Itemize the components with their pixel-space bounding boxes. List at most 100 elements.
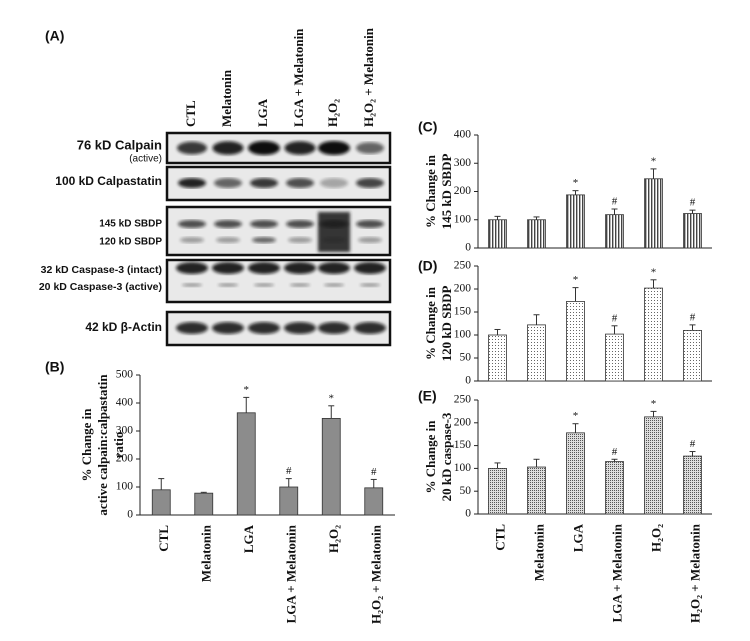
blot-band xyxy=(218,283,238,287)
blot-smear xyxy=(318,212,350,252)
panel-label: (C) xyxy=(418,119,437,135)
y-tick-label: 500 xyxy=(116,369,134,381)
blot-band xyxy=(320,178,348,188)
x-tick-label: LGA xyxy=(241,524,256,553)
significance-marker: # xyxy=(612,312,618,324)
bar xyxy=(605,461,624,515)
bar xyxy=(527,324,546,382)
x-tick-label: CTL xyxy=(492,524,507,551)
bar xyxy=(151,489,171,516)
y-tick-label: 150 xyxy=(454,439,472,451)
blot-band xyxy=(358,237,382,243)
blot-row-label: 145 kD SBDP xyxy=(99,219,162,230)
blot-band xyxy=(356,220,384,228)
blot-frame xyxy=(165,205,392,257)
significance-marker: # xyxy=(690,438,696,450)
bar xyxy=(527,219,546,249)
bar xyxy=(488,467,507,515)
blot-band xyxy=(284,262,316,274)
bar xyxy=(279,486,299,516)
blot-band xyxy=(318,322,350,334)
blot-frame xyxy=(165,258,392,304)
bar xyxy=(683,213,702,249)
blot-band xyxy=(212,141,244,155)
x-tick-label: LGA + Melatonin xyxy=(609,523,624,622)
panel-label: (A) xyxy=(45,28,64,44)
significance-marker: * xyxy=(651,266,657,278)
significance-marker: * xyxy=(573,274,579,286)
blot-band xyxy=(212,262,244,274)
bar xyxy=(683,329,702,382)
blot-band xyxy=(284,322,316,334)
y-tick-label: 150 xyxy=(454,306,472,318)
blot-band xyxy=(360,283,380,287)
y-tick-label: 0 xyxy=(465,508,471,520)
y-tick-label: 100 xyxy=(454,329,472,341)
significance-marker: * xyxy=(651,155,657,167)
y-tick-label: 0 xyxy=(127,509,133,521)
blot-frame xyxy=(165,310,392,347)
blot-row-label: 42 kD β-Actin xyxy=(85,320,162,334)
blot-band xyxy=(176,322,208,334)
y-tick-label: 0 xyxy=(465,375,471,387)
lane-label: LGA xyxy=(255,98,270,127)
lane-label: H₂O₂ xyxy=(325,99,340,127)
panel-label: (D) xyxy=(418,258,437,274)
significance-marker: * xyxy=(244,384,250,396)
y-tick-label: 200 xyxy=(454,283,472,295)
y-tick-label: 100 xyxy=(454,462,472,474)
y-tick-label: 100 xyxy=(116,481,134,493)
blot-band xyxy=(354,322,386,334)
y-axis-label: % Change in xyxy=(423,154,438,228)
bar xyxy=(321,417,341,516)
y-tick-label: 200 xyxy=(454,185,472,197)
bar xyxy=(644,178,663,249)
blot-band xyxy=(178,178,206,188)
y-axis-label: % Change in xyxy=(423,286,438,360)
bar xyxy=(644,287,663,382)
blot-band xyxy=(254,283,274,287)
y-tick-label: 100 xyxy=(454,213,472,225)
blot-band xyxy=(286,178,314,188)
blot-row-label: 120 kD SBDP xyxy=(99,237,162,248)
blot-row-label: 32 kD Caspase-3 (intact) xyxy=(41,264,162,276)
y-axis-label: % Change in xyxy=(79,408,94,482)
blot-band xyxy=(318,262,350,274)
x-tick-label: H₂O₂ xyxy=(648,524,663,552)
y-axis-label: ratio xyxy=(111,432,126,459)
y-tick-label: 300 xyxy=(454,157,472,169)
y-tick-label: 200 xyxy=(116,453,134,465)
significance-marker: * xyxy=(573,410,579,422)
blot-band xyxy=(324,283,344,287)
bar xyxy=(236,412,256,516)
blot-band xyxy=(250,178,278,188)
blot-band xyxy=(216,237,240,243)
lane-label: CTL xyxy=(183,100,198,127)
y-tick-label: 0 xyxy=(465,242,471,254)
x-tick-label: Melatonin xyxy=(199,524,214,582)
x-tick-label: LGA xyxy=(570,523,585,552)
bar xyxy=(566,194,585,249)
significance-marker: # xyxy=(286,465,292,477)
lane-label: LGA + Melatonin xyxy=(291,28,306,127)
significance-marker: * xyxy=(573,177,579,189)
y-axis-label: 120 kD SBDP xyxy=(439,286,454,362)
bar xyxy=(488,219,507,249)
y-tick-label: 250 xyxy=(454,394,472,406)
blot-band xyxy=(180,237,204,243)
bar xyxy=(683,455,702,515)
significance-marker: # xyxy=(690,197,696,209)
bar xyxy=(605,214,624,249)
blot-band xyxy=(212,322,244,334)
blot-band xyxy=(290,283,310,287)
significance-marker: * xyxy=(651,398,657,410)
bar xyxy=(566,432,585,515)
x-tick-label: H₂O₂ + Melatonin xyxy=(687,523,702,623)
y-axis-label: active calpain:calpastatin xyxy=(95,374,110,516)
blot-band xyxy=(214,178,242,188)
blot-band xyxy=(288,237,312,243)
blot-frame xyxy=(165,131,392,165)
blot-band xyxy=(182,283,202,287)
lane-label: H₂O₂ + Melatonin xyxy=(361,27,376,127)
